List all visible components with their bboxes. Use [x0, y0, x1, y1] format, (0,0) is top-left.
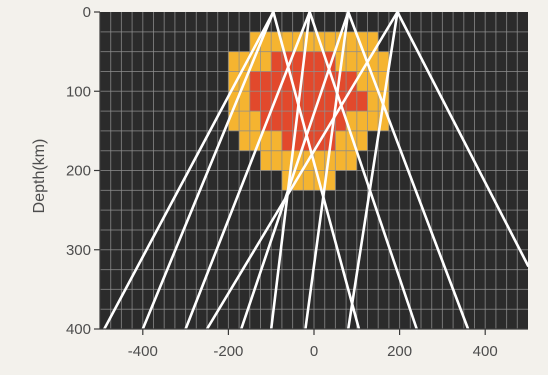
x-tick-label: -200 [213, 343, 243, 360]
y-axis-title: Depth(km) [31, 139, 48, 214]
grid-lines [100, 12, 528, 329]
y-tick-label: 200 [66, 163, 91, 180]
ray-path [396, 10, 530, 267]
ray-path [205, 10, 399, 331]
x-tick-label: 400 [473, 343, 498, 360]
x-tick-label: 0 [310, 343, 318, 360]
anomaly-inner-cell [249, 91, 368, 112]
ray-path [141, 10, 275, 331]
ray-path [346, 10, 399, 331]
y-tick-label: 300 [66, 242, 91, 259]
ray-path [184, 10, 312, 331]
ray-path [308, 10, 419, 331]
y-tick-label: 0 [83, 4, 91, 21]
ray-paths [102, 10, 530, 331]
x-tick-label: -400 [128, 343, 158, 360]
x-tick-label: 200 [387, 343, 412, 360]
ray-path [102, 10, 275, 331]
anomaly-outer-cell [281, 170, 336, 191]
ray-path [239, 10, 350, 331]
ray-path [304, 10, 350, 331]
ray-path [272, 10, 361, 331]
axes: 0 100 200 300 400 -400 -200 0 200 400 [66, 4, 528, 360]
y-tick-label: 400 [66, 321, 91, 338]
ray-path [346, 10, 470, 331]
ray-path [269, 10, 312, 331]
y-tick-label: 100 [66, 83, 91, 100]
